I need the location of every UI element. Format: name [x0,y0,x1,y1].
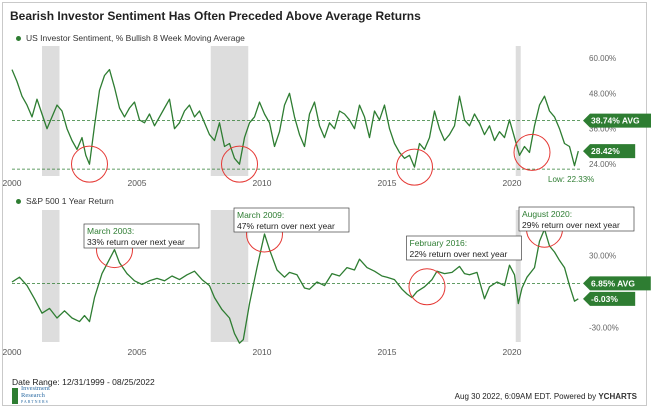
legend-label-sp500: S&P 500 1 Year Return [26,196,114,206]
series-line [11,68,579,168]
last-value-badge-bg [583,144,636,159]
annotation-box [518,206,635,232]
legend-label-sentiment: US Investor Sentiment, % Bullish 8 Week … [26,33,245,43]
x-tick-label: 2005 [128,347,147,357]
annotation-text: 22% return over next year [410,249,508,259]
x-tick-label: 2010 [253,347,272,357]
page-title: Bearish Investor Sentiment Has Often Pre… [10,9,421,23]
average-badge-bg [583,113,651,128]
date-range: Date Range: 12/31/1999 - 08/25/2022 [12,377,155,387]
highlight-circle [408,268,446,306]
annotation-title: February 2016: [410,238,468,248]
logo-text: Investment Research PARTNERS [21,385,50,404]
y-tick-label: 36.00% [589,125,616,134]
y-tick-label: -30.00% [589,324,619,333]
annotation-text: 29% return over next year [522,220,620,230]
x-tick-label: 2000 [3,178,22,188]
x-tick-label: 2015 [378,178,397,188]
average-badge: 6.85% AVG [591,278,635,288]
x-tick-label: 2020 [503,347,522,357]
annotation-text: 47% return over next year [237,221,335,231]
annotation-title: March 2009: [237,210,284,220]
annotation-text: 33% return over next year [87,237,185,247]
highlight-circle [71,145,108,183]
x-tick-label: 2020 [503,178,522,188]
average-badge: 38.74% AVG [591,116,640,126]
logo: Investment Research PARTNERS [12,385,50,406]
x-tick-label: 2015 [378,347,397,357]
annotation-title: August 2020: [522,209,572,219]
logo-mark-icon [12,387,18,404]
recession-shade [210,46,249,176]
highlight-circle [396,148,433,186]
legend-bottom: S&P 500 1 Year Return [16,196,114,206]
legend-dot-icon [16,198,21,204]
annotation-box [406,235,522,261]
average-badge-bg [583,276,651,291]
annotation-box [233,207,350,233]
x-tick-label: 2005 [128,178,147,188]
legend-top: US Investor Sentiment, % Bullish 8 Week … [16,33,245,43]
highlight-circle [513,133,551,171]
last-value-badge-bg [583,291,636,306]
y-tick-label: 48.00% [589,89,616,98]
ycharts-brand: YCHARTS [598,392,637,401]
recession-shade [515,210,521,342]
legend-dot-icon [16,35,21,41]
recession-shade [42,210,60,342]
last-value-badge: 28.42% [591,146,620,156]
footer-credit: Aug 30 2022, 6:09AM EDT. Powered by YCHA… [454,392,637,401]
annotation-title: March 2003: [87,226,134,236]
y-tick-label: 30.00% [589,252,616,261]
annotation-box [83,223,200,249]
last-value-badge: -6.03% [591,294,618,304]
recession-shade [42,46,60,176]
y-tick-label: 24.00% [589,160,616,169]
y-tick-label: 60.00% [589,54,616,63]
x-tick-label: 2010 [253,178,272,188]
recession-shade [515,46,521,176]
highlight-circle [221,145,258,183]
low-label: Low: 22.33% [548,175,594,184]
x-tick-label: 2000 [3,347,22,357]
series-line [11,228,579,344]
